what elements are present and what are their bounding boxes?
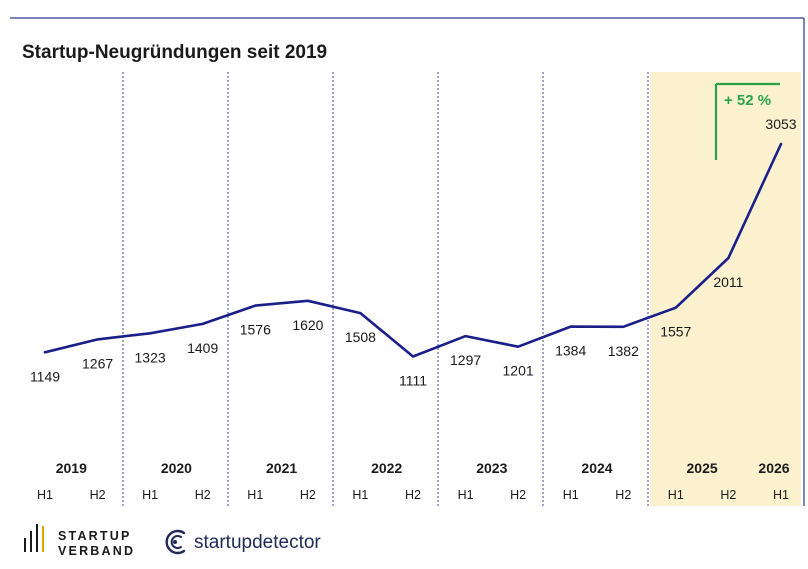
growth-bracket [714, 82, 780, 160]
half-label: H2 [510, 488, 526, 502]
startupdetector-logo: startupdetector [165, 529, 321, 555]
half-labels: H1 H2 H1 H2 H1 H2 H1 H2 H1 H2 H1 H2 H1 H2 H1 [37, 488, 789, 502]
logo-startupdetector-text: startupdetector [194, 532, 321, 553]
series-line [43, 142, 783, 358]
half-label: H1 [142, 488, 158, 502]
detector-icon [165, 529, 186, 555]
half-label: H2 [90, 488, 106, 502]
year-label: 2023 [476, 460, 507, 476]
data-label: 1384 [555, 343, 586, 359]
year-label: 2026 [758, 460, 789, 476]
half-label: H2 [195, 488, 211, 502]
data-label: 2011 [713, 274, 743, 290]
logo-verband-text: VERBAND [58, 544, 135, 558]
half-label: H1 [37, 488, 53, 502]
year-label: 2022 [371, 460, 402, 476]
year-label: 2021 [266, 460, 297, 476]
data-label: 1297 [450, 352, 481, 368]
year-label: 2025 [687, 460, 718, 476]
year-separators [122, 72, 649, 506]
half-label: H1 [773, 488, 789, 502]
year-label: 2020 [161, 460, 192, 476]
data-label: 1557 [660, 324, 691, 340]
logo-bar-4 [42, 526, 44, 552]
half-label: H1 [247, 488, 263, 502]
data-label: 1620 [292, 317, 323, 333]
detector-icon-dot [173, 540, 177, 544]
half-label: H2 [405, 488, 421, 502]
logo-startup-text: STARTUP [58, 529, 132, 543]
value-labels: 1149 1267 1323 1409 1576 1620 1508 1111 1297 1201… [30, 116, 797, 389]
startup-verband-logo: STARTUP VERBAND [24, 524, 135, 558]
data-label: 1267 [82, 355, 113, 371]
half-label: H2 [615, 488, 631, 502]
half-label: H2 [300, 488, 316, 502]
half-label: H1 [563, 488, 579, 502]
data-label: 1111 [399, 373, 427, 389]
data-label: 1508 [345, 329, 376, 345]
data-label: 1576 [240, 322, 271, 338]
year-label: 2024 [581, 460, 612, 476]
growth-annotation: + 52 % [724, 92, 771, 109]
logo-bar-1 [24, 538, 26, 552]
year-label: 2019 [56, 460, 87, 476]
half-label: H1 [668, 488, 684, 502]
half-label: H1 [458, 488, 474, 502]
chart-title: Startup-Neugründungen seit 2019 [22, 42, 327, 63]
detector-icon-inner [170, 535, 182, 549]
logo-bar-3 [36, 524, 38, 552]
logo-bar-2 [30, 531, 32, 552]
data-label: 1323 [135, 349, 166, 365]
data-label: 1382 [608, 343, 639, 359]
data-label: 1409 [187, 340, 218, 356]
year-labels: 2019 2020 2021 2022 2023 2024 2025 2026 [56, 460, 790, 476]
half-label: H2 [720, 488, 736, 502]
highlight-band [650, 72, 801, 506]
data-label: 1149 [30, 368, 60, 384]
data-label: 3053 [765, 116, 796, 132]
half-label: H1 [352, 488, 368, 502]
data-label: 1201 [503, 363, 534, 379]
